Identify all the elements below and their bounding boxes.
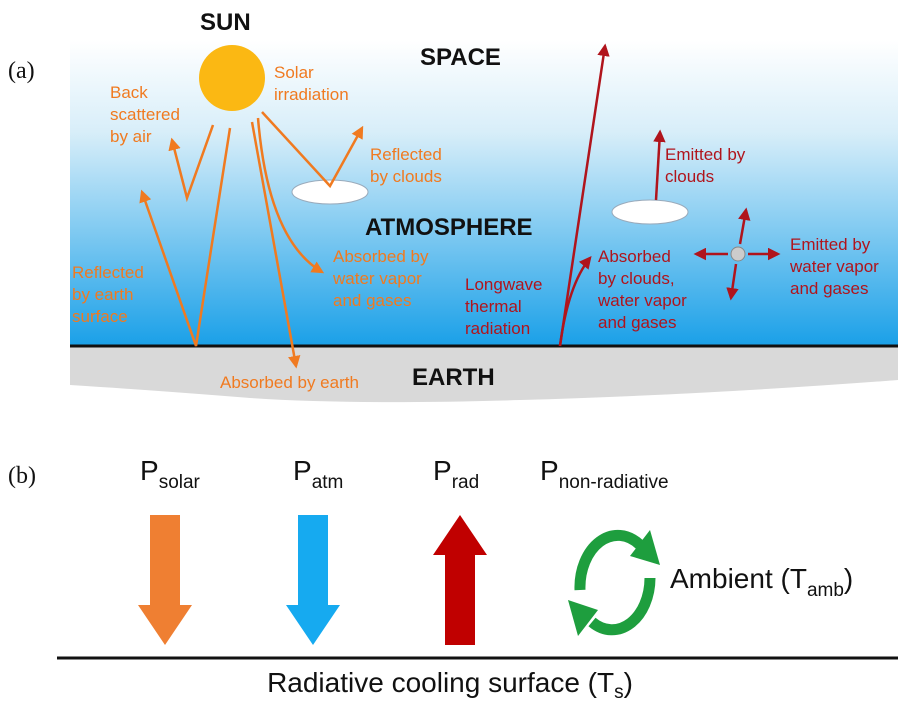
label: water vapor: [789, 257, 879, 276]
label: radiation: [465, 319, 530, 338]
flux-label: Patm: [293, 455, 343, 493]
text: ): [624, 667, 633, 698]
symbol: P: [540, 455, 559, 486]
symbol: P: [433, 455, 452, 486]
label: water vapor: [597, 291, 687, 310]
label: water vapor: [332, 269, 422, 288]
panel-a: (a) SUN SPACE ATMOSPHERE EARTH Solar irr…: [8, 9, 898, 403]
label: Emitted by: [790, 235, 871, 254]
arrow: [256, 117, 325, 274]
label: by clouds: [370, 167, 442, 186]
label: irradiation: [274, 85, 349, 104]
cycle-arrow: [574, 529, 644, 591]
symbol: P: [140, 455, 159, 486]
arrow: [738, 207, 751, 245]
cycle-head: [630, 530, 660, 565]
arrow: [558, 256, 592, 347]
thermal-arrows: [558, 43, 781, 347]
subscript: solar: [159, 472, 201, 493]
cycle-head: [568, 600, 598, 636]
ambient-label: Ambient (Tamb): [670, 563, 853, 601]
label: by air: [110, 127, 152, 146]
text: Ambient (T: [670, 563, 807, 594]
label: by clouds,: [598, 269, 675, 288]
panel-b: (b) Psolar Patm Prad Pnon-radiative Ambi…: [8, 455, 898, 701]
panel-tag: (a): [8, 58, 35, 84]
label: thermal: [465, 297, 522, 316]
arrow: [168, 124, 215, 203]
label: Back: [110, 83, 148, 102]
solar-arrow: [138, 515, 192, 645]
flux-label: Psolar: [140, 455, 201, 493]
rad-arrow: [433, 515, 487, 645]
arrow: [726, 263, 739, 301]
flux-label: Prad: [433, 455, 479, 493]
label: Reflected: [370, 145, 442, 164]
panel-tag: (b): [8, 463, 36, 489]
arrow: [261, 111, 364, 189]
earth-label: EARTH: [412, 364, 495, 391]
subscript: s: [614, 682, 624, 701]
label: by earth: [72, 285, 133, 304]
label: Absorbed: [598, 247, 671, 266]
subscript: rad: [452, 472, 479, 493]
space-label: SPACE: [420, 44, 501, 71]
arrow: [653, 129, 666, 201]
label: Emitted by: [665, 145, 746, 164]
label: Solar: [274, 63, 314, 82]
subscript: amb: [807, 580, 844, 601]
cloud: [291, 179, 369, 205]
label: Reflected: [72, 263, 144, 282]
atm-arrow: [286, 515, 340, 645]
label: and gases: [333, 291, 411, 310]
arrow: [558, 43, 610, 347]
text: Radiative cooling surface (T: [267, 667, 614, 698]
label: Absorbed by earth: [220, 373, 359, 392]
text: ): [844, 563, 853, 594]
atmosphere-label: ATMOSPHERE: [365, 214, 533, 241]
cloud: [611, 199, 689, 225]
label: Longwave: [465, 275, 543, 294]
symbol: P: [293, 455, 312, 486]
surface-label: Radiative cooling surface (Ts): [267, 667, 633, 701]
label: and gases: [790, 279, 868, 298]
cycle-arrow: [588, 577, 656, 636]
label: and gases: [598, 313, 676, 332]
label: Absorbed by: [333, 247, 429, 266]
sun: [199, 45, 265, 111]
label: scattered: [110, 105, 180, 124]
earth-ground: [70, 346, 898, 403]
arrow: [139, 127, 232, 347]
molecule: [730, 246, 746, 262]
subscript: atm: [312, 472, 344, 493]
subscript: non-radiative: [559, 472, 669, 493]
arrow: [250, 121, 301, 369]
label: clouds: [665, 167, 714, 186]
flux-label: Pnon-radiative: [540, 455, 669, 493]
sun-label: SUN: [200, 9, 251, 36]
label: surface: [72, 307, 128, 326]
solar-arrows: [139, 111, 364, 369]
